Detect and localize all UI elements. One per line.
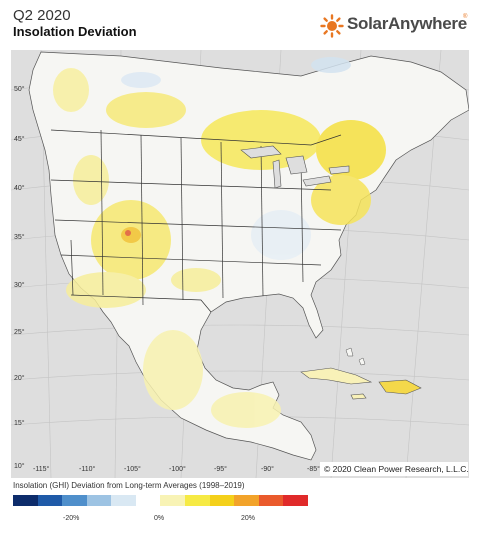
legend-color-swatch: [209, 495, 235, 506]
insolation-map[interactable]: 50° 45° 40° 35° 30° 25° 20° 15° 10° -115…: [11, 50, 469, 478]
latitude-label: 10°: [14, 463, 25, 470]
latitude-label: 45°: [14, 136, 25, 143]
latitude-label: 20°: [14, 375, 25, 382]
legend-color-swatch: [37, 495, 63, 506]
legend-color-bar: [13, 495, 308, 506]
longitude-label: -90°: [261, 466, 274, 473]
solaranywhere-logo: SolarAnywhere ®: [320, 14, 470, 40]
political-borders: [50, 129, 342, 313]
copyright-notice: © 2020 Clean Power Research, L.L.C.: [320, 462, 469, 476]
legend-tick-label: 20%: [241, 515, 256, 522]
latitude-label: 25°: [14, 329, 25, 336]
hispaniola-island: [378, 379, 422, 395]
cuba-island: [300, 367, 373, 385]
legend-color-swatch: [160, 495, 186, 506]
logo-text: SolarAnywhere: [347, 14, 467, 33]
longitude-label: -85°: [307, 466, 320, 473]
great-lakes: [240, 145, 350, 189]
legend-color-swatch: [111, 495, 136, 506]
legend-color-swatch: [135, 495, 161, 506]
latitude-label: 40°: [14, 185, 25, 192]
legend-color-swatch: [185, 495, 210, 506]
legend-color-swatch: [283, 495, 308, 506]
longitude-label: -115°: [33, 466, 50, 473]
legend-color-swatch: [86, 495, 112, 506]
map-graphic: [11, 50, 469, 478]
latitude-label: 50°: [14, 86, 25, 93]
insolation-overlay: [53, 57, 386, 428]
legend: Insolation (GHI) Deviation from Long-ter…: [13, 481, 313, 531]
logo-registered-mark: ®: [463, 14, 468, 20]
longitude-label: -100°: [169, 466, 186, 473]
latitude-label: 15°: [14, 420, 25, 427]
legend-color-swatch: [258, 495, 284, 506]
legend-color-swatch: [13, 495, 38, 506]
legend-tick-label: 0%: [154, 515, 165, 522]
page-subtitle: Insolation Deviation: [13, 24, 137, 39]
legend-color-swatch: [234, 495, 259, 506]
bahamas-islands: [345, 347, 366, 366]
sun-icon: [320, 14, 344, 38]
header: Q2 2020 Insolation Deviation SolarAnywhe…: [0, 0, 480, 48]
longitude-label: -105°: [124, 466, 141, 473]
page-title: Q2 2020: [13, 7, 71, 24]
jamaica-island: [350, 393, 367, 400]
longitude-label: -95°: [214, 466, 227, 473]
latitude-label: 30°: [14, 282, 25, 289]
longitude-label: -110°: [79, 466, 96, 473]
legend-title: Insolation (GHI) Deviation from Long-ter…: [13, 481, 245, 490]
latitude-label: 35°: [14, 234, 25, 241]
legend-tick-label: -20%: [63, 515, 80, 522]
legend-color-swatch: [62, 495, 87, 506]
